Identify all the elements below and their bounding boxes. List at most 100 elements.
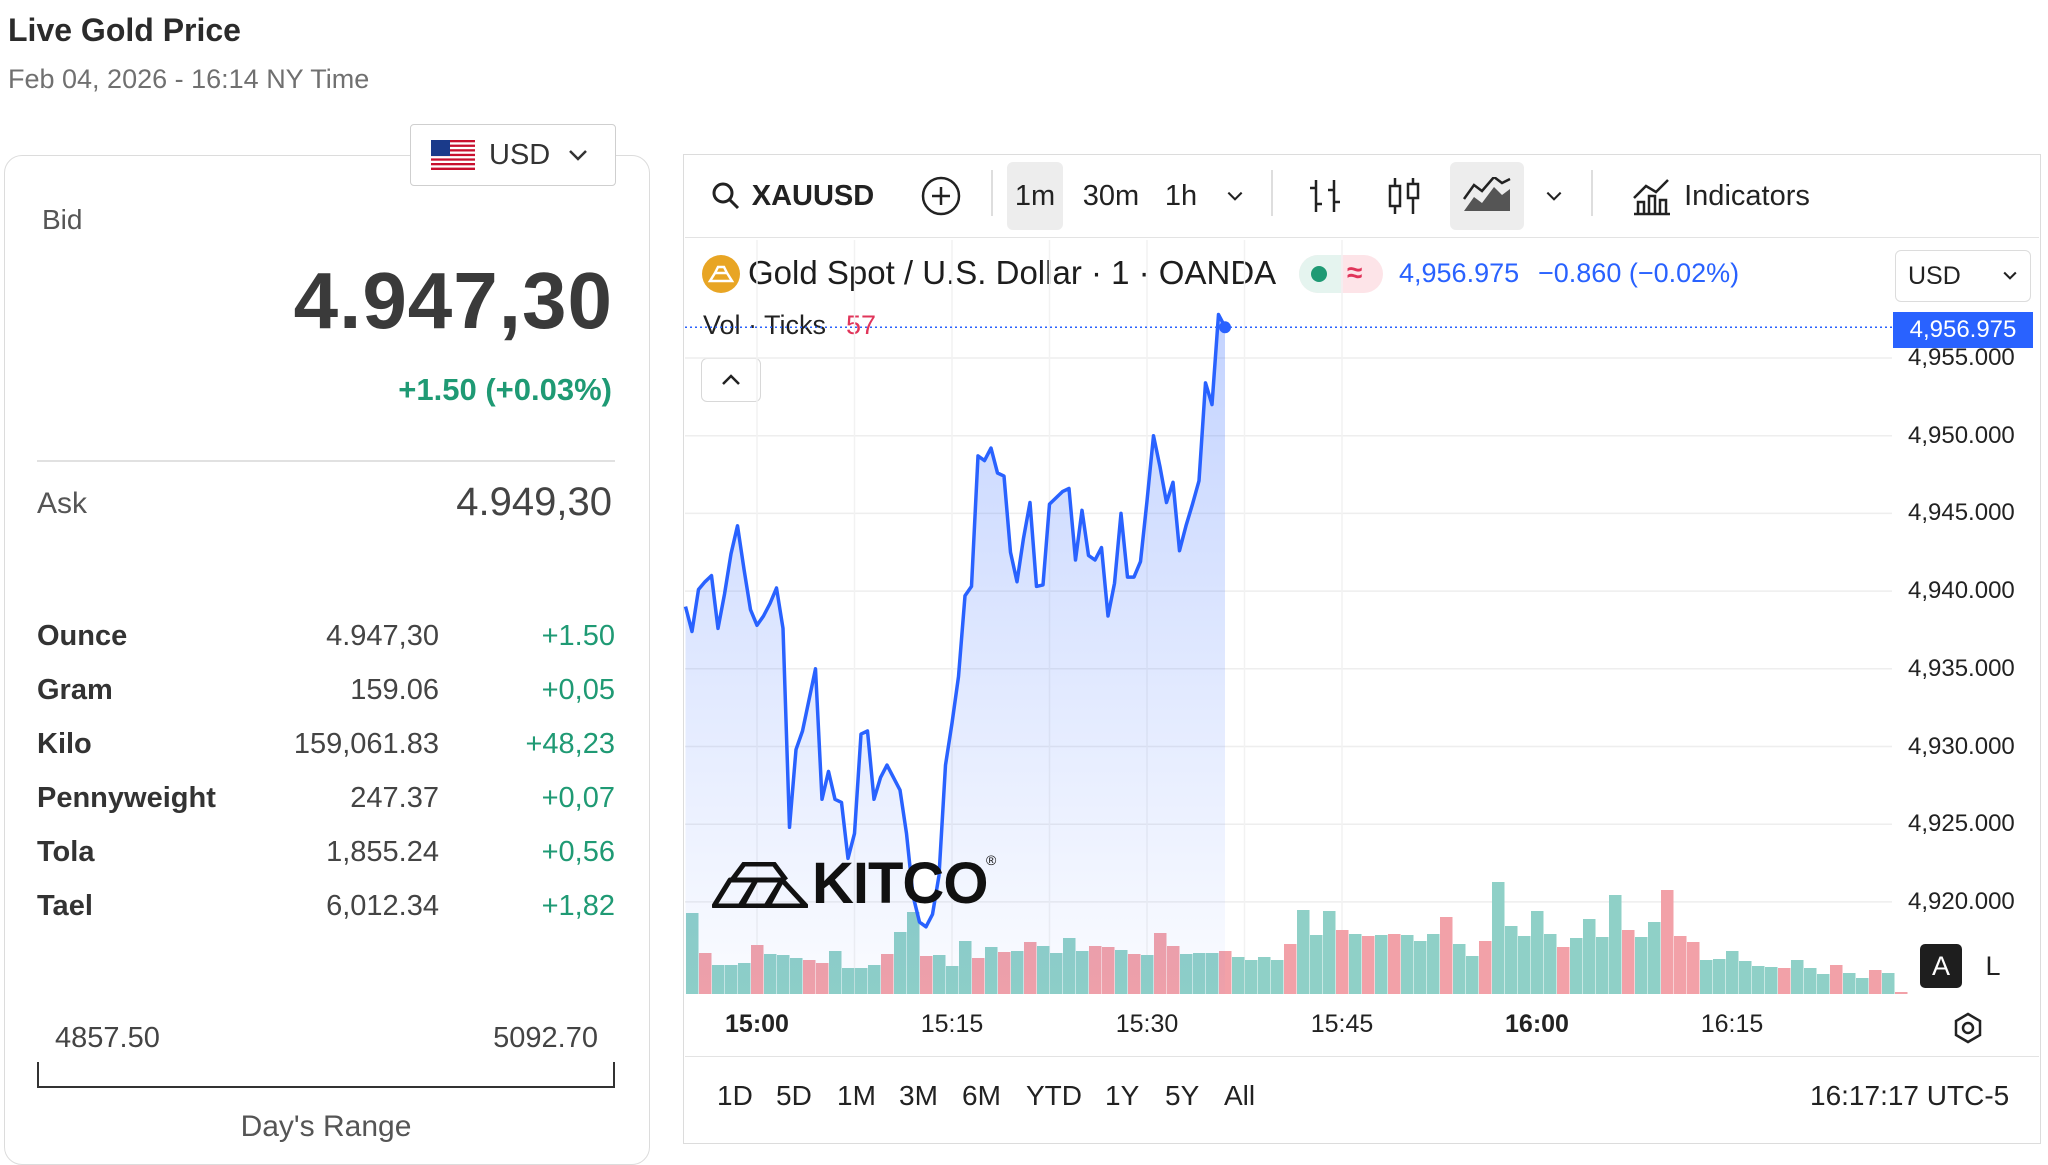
volume-bar xyxy=(1700,960,1713,994)
price-scale-currency-select[interactable]: USD xyxy=(1895,250,2031,302)
volume-bar xyxy=(1713,959,1726,994)
search-icon xyxy=(712,182,739,210)
time-axis-tick: 15:00 xyxy=(725,1010,789,1038)
area-chart-icon xyxy=(1462,177,1511,211)
price-axis-tick: 4,920.000 xyxy=(1908,887,2015,915)
compare-button[interactable] xyxy=(914,156,968,236)
indicators-button[interactable]: Indicators xyxy=(1620,156,1820,236)
registered-mark: ® xyxy=(986,852,997,868)
range-button-ytd[interactable]: YTD xyxy=(1026,1080,1082,1111)
currency-select[interactable]: USD xyxy=(410,124,616,186)
volume-bar xyxy=(1271,960,1284,994)
toolbar-separator xyxy=(991,170,993,216)
volume-bar xyxy=(1869,970,1882,994)
interval-1h[interactable]: 1h xyxy=(1156,156,1206,236)
unit-price: 159.06 xyxy=(350,674,439,706)
bars-style-button[interactable] xyxy=(1300,156,1348,236)
us-flag-icon xyxy=(431,140,475,170)
chart-settings-icon[interactable] xyxy=(1950,1010,1986,1046)
volume-legend-value: 57 xyxy=(846,310,877,340)
price-axis-tick: 4,950.000 xyxy=(1908,421,2015,449)
symbol-label: XAUUSD xyxy=(751,179,875,212)
area-style-button[interactable] xyxy=(1450,162,1524,230)
unit-name: Kilo xyxy=(37,728,92,760)
interval-label: 1m xyxy=(1014,179,1056,212)
last-price-label: 4,956.975 xyxy=(1893,312,2033,348)
bid-label: Bid xyxy=(42,204,83,235)
volume-bar xyxy=(1401,935,1414,994)
unit-price: 159,061.83 xyxy=(293,728,439,760)
volume-bar xyxy=(1310,935,1323,994)
volume-bar xyxy=(1687,942,1700,994)
unit-price: 4.947,30 xyxy=(326,620,439,652)
time-axis-tick: 16:00 xyxy=(1505,1010,1569,1038)
unit-price: 1,855.24 xyxy=(326,836,439,868)
volume-bar xyxy=(1817,974,1830,994)
time-axis-tick: 15:15 xyxy=(920,1010,984,1038)
range-button-all[interactable]: All xyxy=(1224,1080,1256,1111)
volume-bar xyxy=(1531,911,1544,994)
unit-price: 247.37 xyxy=(350,782,439,814)
range-button-3m[interactable]: 3M xyxy=(899,1080,938,1111)
currency-value: USD xyxy=(489,138,551,171)
interval-label: 1h xyxy=(1164,179,1198,212)
log-scale-button[interactable]: L xyxy=(1972,944,2014,988)
price-axis-tick: 4,925.000 xyxy=(1908,810,2015,838)
volume-bar xyxy=(1414,941,1427,994)
chart-style-dropdown[interactable] xyxy=(1538,156,1570,236)
volume-bar xyxy=(1284,944,1297,994)
chevron-down-icon xyxy=(2003,271,2017,280)
market-status-pill: ≈ xyxy=(1299,255,1383,293)
symbol-search-button[interactable]: XAUUSD xyxy=(702,156,882,236)
unit-price: 6,012.34 xyxy=(326,890,439,922)
volume-bar xyxy=(1648,922,1661,994)
bid-change: +1.50 (+0.03%) xyxy=(398,372,612,407)
range-button-1d[interactable]: 1D xyxy=(717,1080,753,1111)
toolbar-separator xyxy=(1271,170,1273,216)
price-axis-tick: 4,945.000 xyxy=(1908,499,2015,527)
unit-name: Tola xyxy=(37,836,95,868)
gold-symbol-icon xyxy=(702,255,740,293)
unit-change: +48,23 xyxy=(525,728,615,760)
time-axis-tick: 15:30 xyxy=(1115,1010,1179,1038)
unit-name: Gram xyxy=(37,674,113,706)
market-open-indicator xyxy=(1299,255,1341,293)
price-axis-tick: 4,935.000 xyxy=(1908,654,2015,682)
volume-bar xyxy=(1752,966,1765,994)
volume-bar xyxy=(1492,882,1505,994)
range-button-6m[interactable]: 6M xyxy=(962,1080,1001,1111)
interval-30m[interactable]: 30m xyxy=(1078,156,1144,236)
volume-bar xyxy=(1232,957,1245,994)
range-button-5y[interactable]: 5Y xyxy=(1165,1080,1200,1111)
unit-change: +0,56 xyxy=(541,836,615,868)
day-range-label: Day's Range xyxy=(240,1110,412,1143)
interval-dropdown[interactable] xyxy=(1220,156,1250,236)
chart-toolbar xyxy=(685,156,2039,238)
kitco-wordmark: KITCO xyxy=(812,851,988,916)
range-button-1m[interactable]: 1M xyxy=(837,1080,876,1111)
day-range-bar xyxy=(37,1062,615,1088)
volume-bar xyxy=(1882,973,1895,994)
page-subtitle: Feb 04, 2026 - 16:14 NY Time xyxy=(8,64,370,94)
day-range-low: 4857.50 xyxy=(55,1022,160,1054)
bar-chart-icon xyxy=(1310,180,1340,212)
volume-bar xyxy=(1388,934,1401,994)
price-axis-tick: 4,930.000 xyxy=(1908,732,2015,760)
unit-row-tola: Tola 1,855.24 +0,56 xyxy=(37,836,615,876)
auto-scale-button[interactable]: A xyxy=(1920,944,1962,988)
volume-bar xyxy=(1466,956,1479,994)
volume-bar xyxy=(1258,957,1271,994)
unit-change: +0,05 xyxy=(541,674,615,706)
range-button-1y[interactable]: 1Y xyxy=(1105,1080,1140,1111)
indicators-label: Indicators xyxy=(1684,179,1810,212)
day-range-high: 5092.70 xyxy=(493,1022,598,1054)
unit-name: Pennyweight xyxy=(37,782,216,814)
volume-bar xyxy=(1778,968,1791,994)
range-button-5d[interactable]: 5D xyxy=(776,1080,812,1111)
interval-1m[interactable]: 1m xyxy=(1007,162,1063,230)
volume-bar xyxy=(1440,917,1453,994)
price-line xyxy=(683,312,1227,929)
volume-legend-label: Vol · Ticks xyxy=(703,310,827,340)
candles-style-button[interactable] xyxy=(1380,156,1428,236)
